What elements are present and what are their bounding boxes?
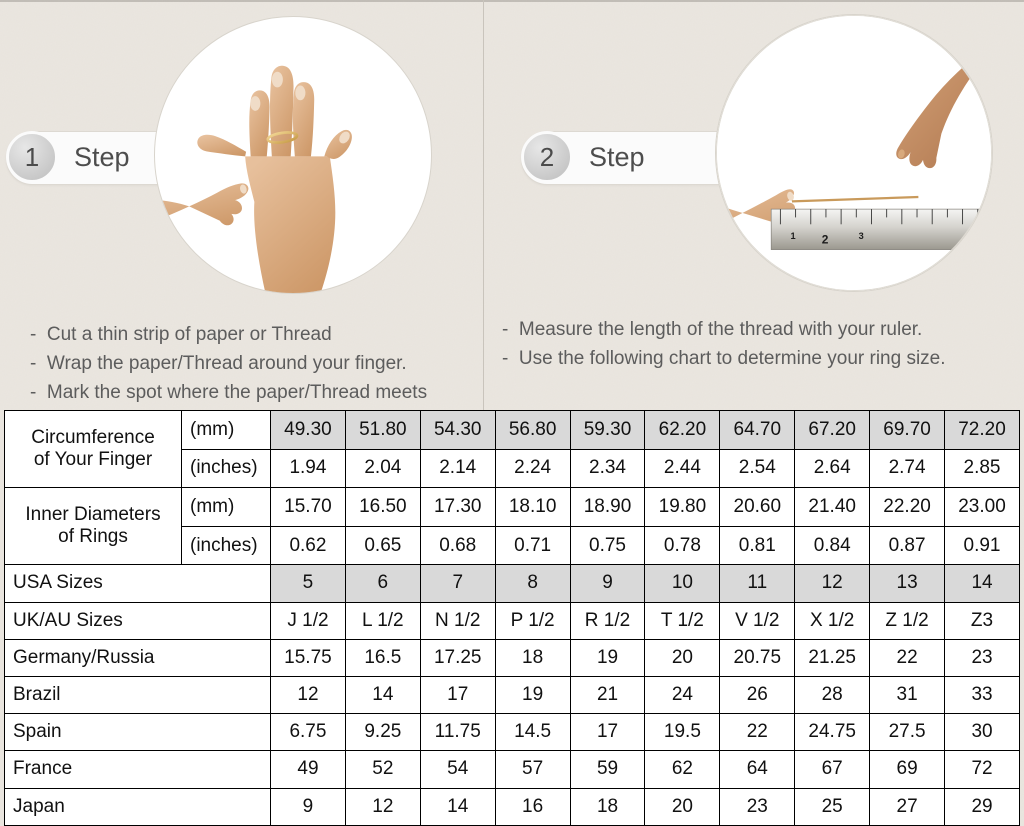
svg-text:1: 1	[791, 231, 796, 241]
svg-text:3: 3	[859, 231, 864, 241]
svg-text:2: 2	[822, 233, 829, 247]
